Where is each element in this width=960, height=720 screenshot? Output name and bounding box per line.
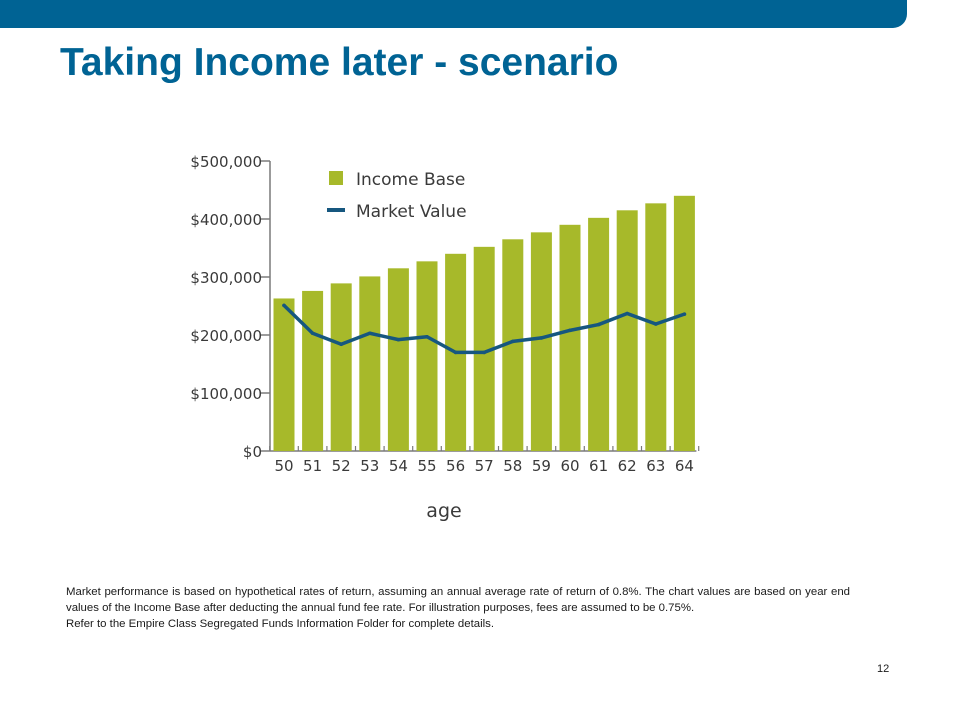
- market-value-point: [339, 342, 344, 347]
- income-base-bar: [645, 203, 667, 451]
- y-tick-label: $0: [243, 443, 262, 461]
- market-value-point: [596, 322, 601, 327]
- market-value-point: [654, 322, 658, 326]
- y-tick-label: $300,000: [190, 269, 262, 287]
- market-value-point: [310, 331, 315, 336]
- x-tick-label: 60: [560, 457, 579, 475]
- x-tick-label: 52: [332, 457, 351, 475]
- market-value-point: [511, 339, 515, 344]
- y-tick-label: $100,000: [190, 385, 262, 403]
- disclaimer-reference: Refer to the Empire Class Segregated Fun…: [66, 618, 494, 630]
- x-tick-label: 53: [360, 457, 379, 475]
- x-tick-label: 56: [446, 457, 465, 475]
- income-base-bar: [416, 261, 438, 451]
- income-base-bar: [473, 246, 495, 451]
- market-value-point: [625, 311, 629, 316]
- income-base-bar: [588, 217, 610, 451]
- legend-swatch-market-value: [327, 208, 345, 212]
- income-base-bar: [530, 232, 552, 451]
- x-tick-label: 50: [274, 457, 293, 475]
- income-base-bar: [359, 276, 381, 451]
- y-tick-label: $500,000: [190, 153, 262, 171]
- income-base-bar: [330, 283, 352, 451]
- x-tick-label: 59: [532, 457, 551, 475]
- income-base-bar: [673, 195, 695, 451]
- x-tick-label: 51: [303, 457, 322, 475]
- y-tick-label: $400,000: [190, 211, 262, 229]
- market-value-point: [282, 303, 286, 308]
- y-tick-label: $200,000: [190, 327, 262, 345]
- disclaimer-footnote: Market performance is based on hypotheti…: [66, 584, 850, 632]
- legend-label-income-base: Income Base: [356, 170, 465, 190]
- market-value-point: [682, 312, 687, 316]
- market-value-point: [425, 334, 429, 339]
- top-banner: [0, 0, 907, 28]
- disclaimer-paragraph: Market performance is based on hypotheti…: [66, 586, 850, 614]
- income-base-bar: [302, 290, 324, 451]
- income-base-bars: [273, 195, 695, 451]
- market-value-point: [453, 350, 458, 355]
- market-value-point: [539, 336, 544, 340]
- chart-legend: Income Base Market Value: [327, 170, 467, 222]
- income-base-bar: [387, 268, 409, 451]
- market-value-point: [482, 350, 487, 355]
- y-axis: $0 $100,000 $200,000 $300,000 $400,000 $500,0…: [190, 153, 271, 461]
- x-axis-title: age: [426, 500, 461, 522]
- x-tick-label: 63: [646, 457, 665, 475]
- x-tick-label: 57: [475, 457, 494, 475]
- market-value-point: [568, 328, 572, 333]
- income-base-bar: [616, 210, 638, 451]
- income-base-bar: [273, 298, 295, 451]
- x-tick-label: 61: [589, 457, 608, 475]
- page-title: Taking Income later - scenario: [60, 41, 619, 84]
- x-tick-label: 62: [618, 457, 637, 475]
- income-base-bar: [559, 224, 581, 451]
- income-base-bar: [502, 239, 524, 451]
- page-number: 12: [877, 663, 890, 675]
- legend-label-market-value: Market Value: [356, 202, 467, 222]
- market-value-point: [368, 331, 372, 336]
- market-value-series: [282, 303, 687, 355]
- market-value-point: [396, 337, 401, 342]
- x-tick-label: 55: [417, 457, 436, 475]
- x-tick-label: 54: [389, 457, 408, 475]
- x-tick-label: 58: [503, 457, 522, 475]
- x-tick-label: 64: [675, 457, 694, 475]
- legend-swatch-income-base: [329, 171, 343, 185]
